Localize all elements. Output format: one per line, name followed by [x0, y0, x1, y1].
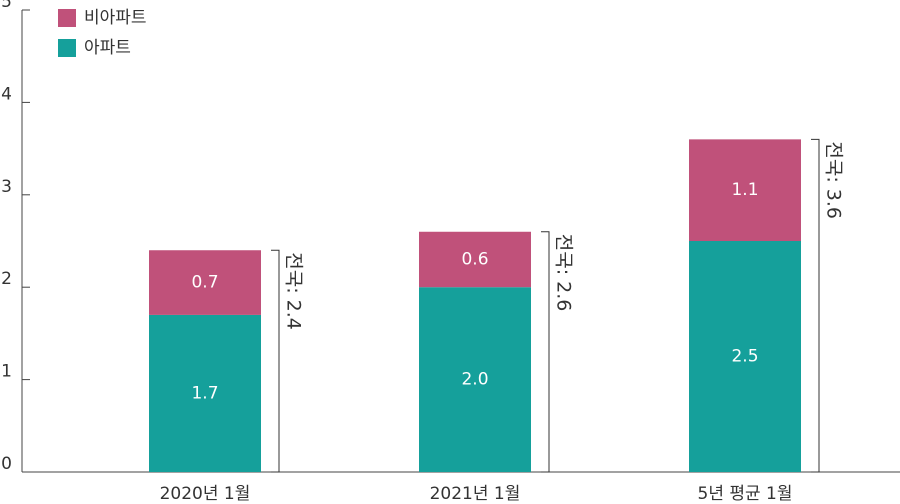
value-label: 2.5: [731, 347, 758, 367]
bar-segment: [689, 139, 801, 241]
total-annotation: 전국: 2.4: [283, 252, 305, 330]
value-label: 0.7: [191, 273, 218, 293]
bracket: [811, 138, 820, 473]
y-tick-label: 0: [1, 454, 12, 474]
y-tick-label: 2: [1, 269, 12, 289]
x-tick-label: 2021년 1월: [430, 484, 521, 504]
bar-segment: [419, 287, 531, 472]
y-tick-label: 5: [1, 0, 12, 12]
value-label: 1.1: [731, 180, 758, 200]
y-tick-label: 3: [1, 177, 12, 197]
bracket: [271, 249, 280, 473]
legend-label: 아파트: [84, 38, 131, 58]
legend-label: 비아파트: [84, 8, 147, 28]
y-tick-label: 1: [1, 362, 12, 382]
value-label: 2.0: [461, 370, 488, 390]
total-annotation: 전국: 2.6: [553, 234, 575, 312]
y-tick-label: 4: [1, 84, 12, 104]
bar-segment: [689, 241, 801, 472]
bar-segment: [149, 250, 261, 315]
bar-segment: [149, 314, 261, 472]
legend-swatch: [58, 9, 76, 27]
legend-swatch: [58, 39, 76, 57]
value-label: 0.6: [461, 249, 488, 269]
x-tick-label: 2020년 1월: [160, 484, 251, 504]
total-annotation: 전국: 3.6: [823, 141, 845, 219]
value-label: 1.7: [191, 383, 218, 403]
bar-segment: [419, 231, 531, 288]
x-tick-label: 5년 평균 1월: [698, 484, 793, 504]
bracket: [541, 231, 550, 473]
